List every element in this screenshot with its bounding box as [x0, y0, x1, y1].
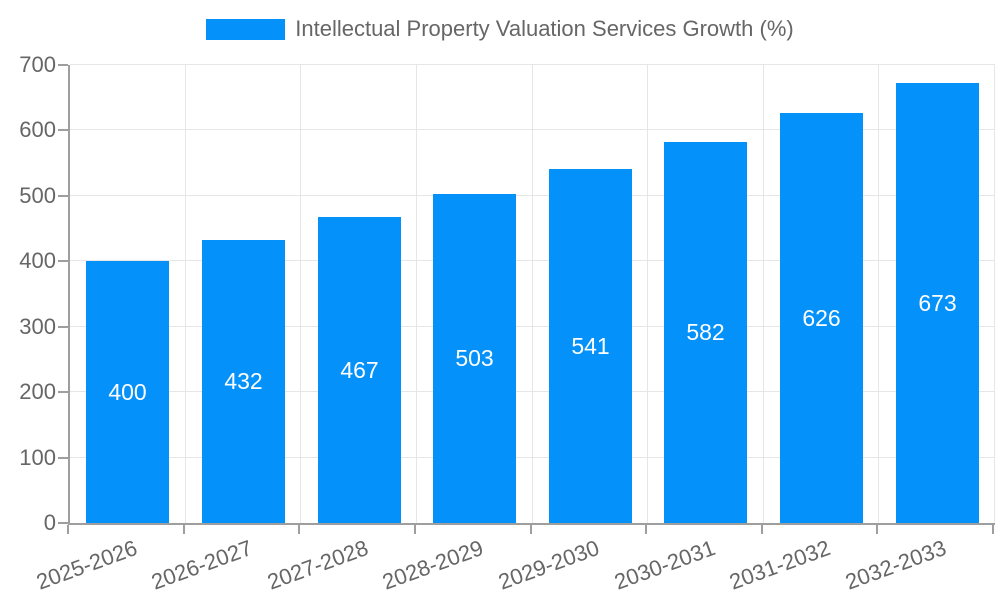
x-tick-mark-4: [529, 525, 532, 534]
y-tick-mark-0: [58, 522, 68, 524]
bar-2025-2026[interactable]: 400: [86, 261, 169, 523]
bar-2030-2031[interactable]: 582: [664, 142, 747, 523]
y-tick-mark-200: [58, 391, 68, 394]
y-tick-label-0: 0: [43, 510, 56, 535]
x-tick-mark-1: [182, 525, 185, 534]
gridline-x-5: [647, 65, 649, 523]
bar-value-label: 626: [802, 304, 841, 331]
x-tick-label-2026-2027: 2026-2027: [148, 535, 256, 595]
y-tick-label-100: 100: [19, 444, 56, 470]
gridline-y-500: [70, 194, 995, 196]
bar-value-label: 541: [571, 332, 610, 359]
gridline-x-8: [994, 65, 995, 523]
y-tick-label-200: 200: [19, 379, 56, 405]
bar-2028-2029[interactable]: 503: [433, 194, 516, 523]
y-tick-mark-500: [58, 194, 68, 197]
bar-value-label: 432: [224, 368, 263, 394]
legend-swatch: [206, 18, 286, 40]
gridline-x-6: [762, 65, 764, 523]
y-tick-label-500: 500: [19, 182, 56, 208]
x-tick-label-2028-2029: 2028-2029: [379, 535, 487, 595]
gridline-y-300: [70, 325, 995, 327]
gridline-y-200: [70, 391, 995, 393]
y-tick-label-400: 400: [19, 248, 56, 274]
x-tick-mark-7: [876, 525, 879, 534]
gridline-x-3: [415, 65, 417, 523]
bar-value-label: 503: [455, 345, 494, 371]
x-tick-mark-8: [992, 525, 994, 534]
gridline-x-2: [300, 65, 302, 523]
x-tick-label-2030-2031: 2030-2031: [610, 535, 719, 595]
x-tick-label-2032-2033: 2032-2033: [841, 535, 950, 595]
chart-legend[interactable]: Intellectual Property Valuation Services…: [0, 16, 1000, 42]
x-tick-label-2029-2030: 2029-2030: [495, 535, 603, 595]
x-tick-mark-3: [413, 525, 416, 534]
bar-2031-2032[interactable]: 626: [780, 113, 863, 523]
y-tick-mark-400: [58, 260, 68, 263]
y-tick-label-600: 600: [19, 117, 56, 143]
bar-2029-2030[interactable]: 541: [549, 169, 632, 523]
y-tick-mark-600: [58, 129, 68, 132]
x-tick-mark-2: [298, 525, 301, 534]
x-tick-mark-6: [760, 525, 763, 534]
gridline-y-100: [70, 456, 995, 458]
gridline-y-600: [70, 129, 995, 131]
bar-value-label: 582: [686, 319, 725, 345]
y-tick-label-700: 700: [19, 52, 56, 77]
x-tick-mark-5: [645, 525, 648, 534]
gridline-x-4: [531, 65, 533, 523]
bar-2026-2027[interactable]: 432: [202, 240, 285, 523]
y-tick-mark-300: [58, 325, 68, 328]
gridline-y-400: [70, 260, 995, 262]
x-tick-label-2025-2026: 2025-2026: [32, 535, 141, 595]
y-tick-mark-700: [58, 64, 68, 66]
legend-label: Intellectual Property Valuation Services…: [295, 16, 794, 41]
y-tick-label-300: 300: [19, 313, 56, 339]
bar-value-label: 400: [108, 378, 147, 405]
gridline-x-7: [878, 65, 880, 523]
gridline-x-1: [184, 65, 186, 523]
bar-value-label: 673: [918, 289, 957, 316]
x-tick-label-2031-2032: 2031-2032: [726, 535, 834, 595]
x-tick-label-2027-2028: 2027-2028: [263, 535, 372, 595]
bar-2032-2033[interactable]: 673: [896, 83, 979, 523]
y-tick-mark-100: [58, 456, 68, 459]
gridline-y-700: [70, 64, 995, 65]
bar-value-label: 467: [340, 356, 379, 383]
x-tick-mark-0: [67, 525, 69, 534]
plot-area: 400 432 467 503 541 582 626 673: [68, 64, 995, 525]
bar-2027-2028[interactable]: 467: [318, 217, 401, 523]
